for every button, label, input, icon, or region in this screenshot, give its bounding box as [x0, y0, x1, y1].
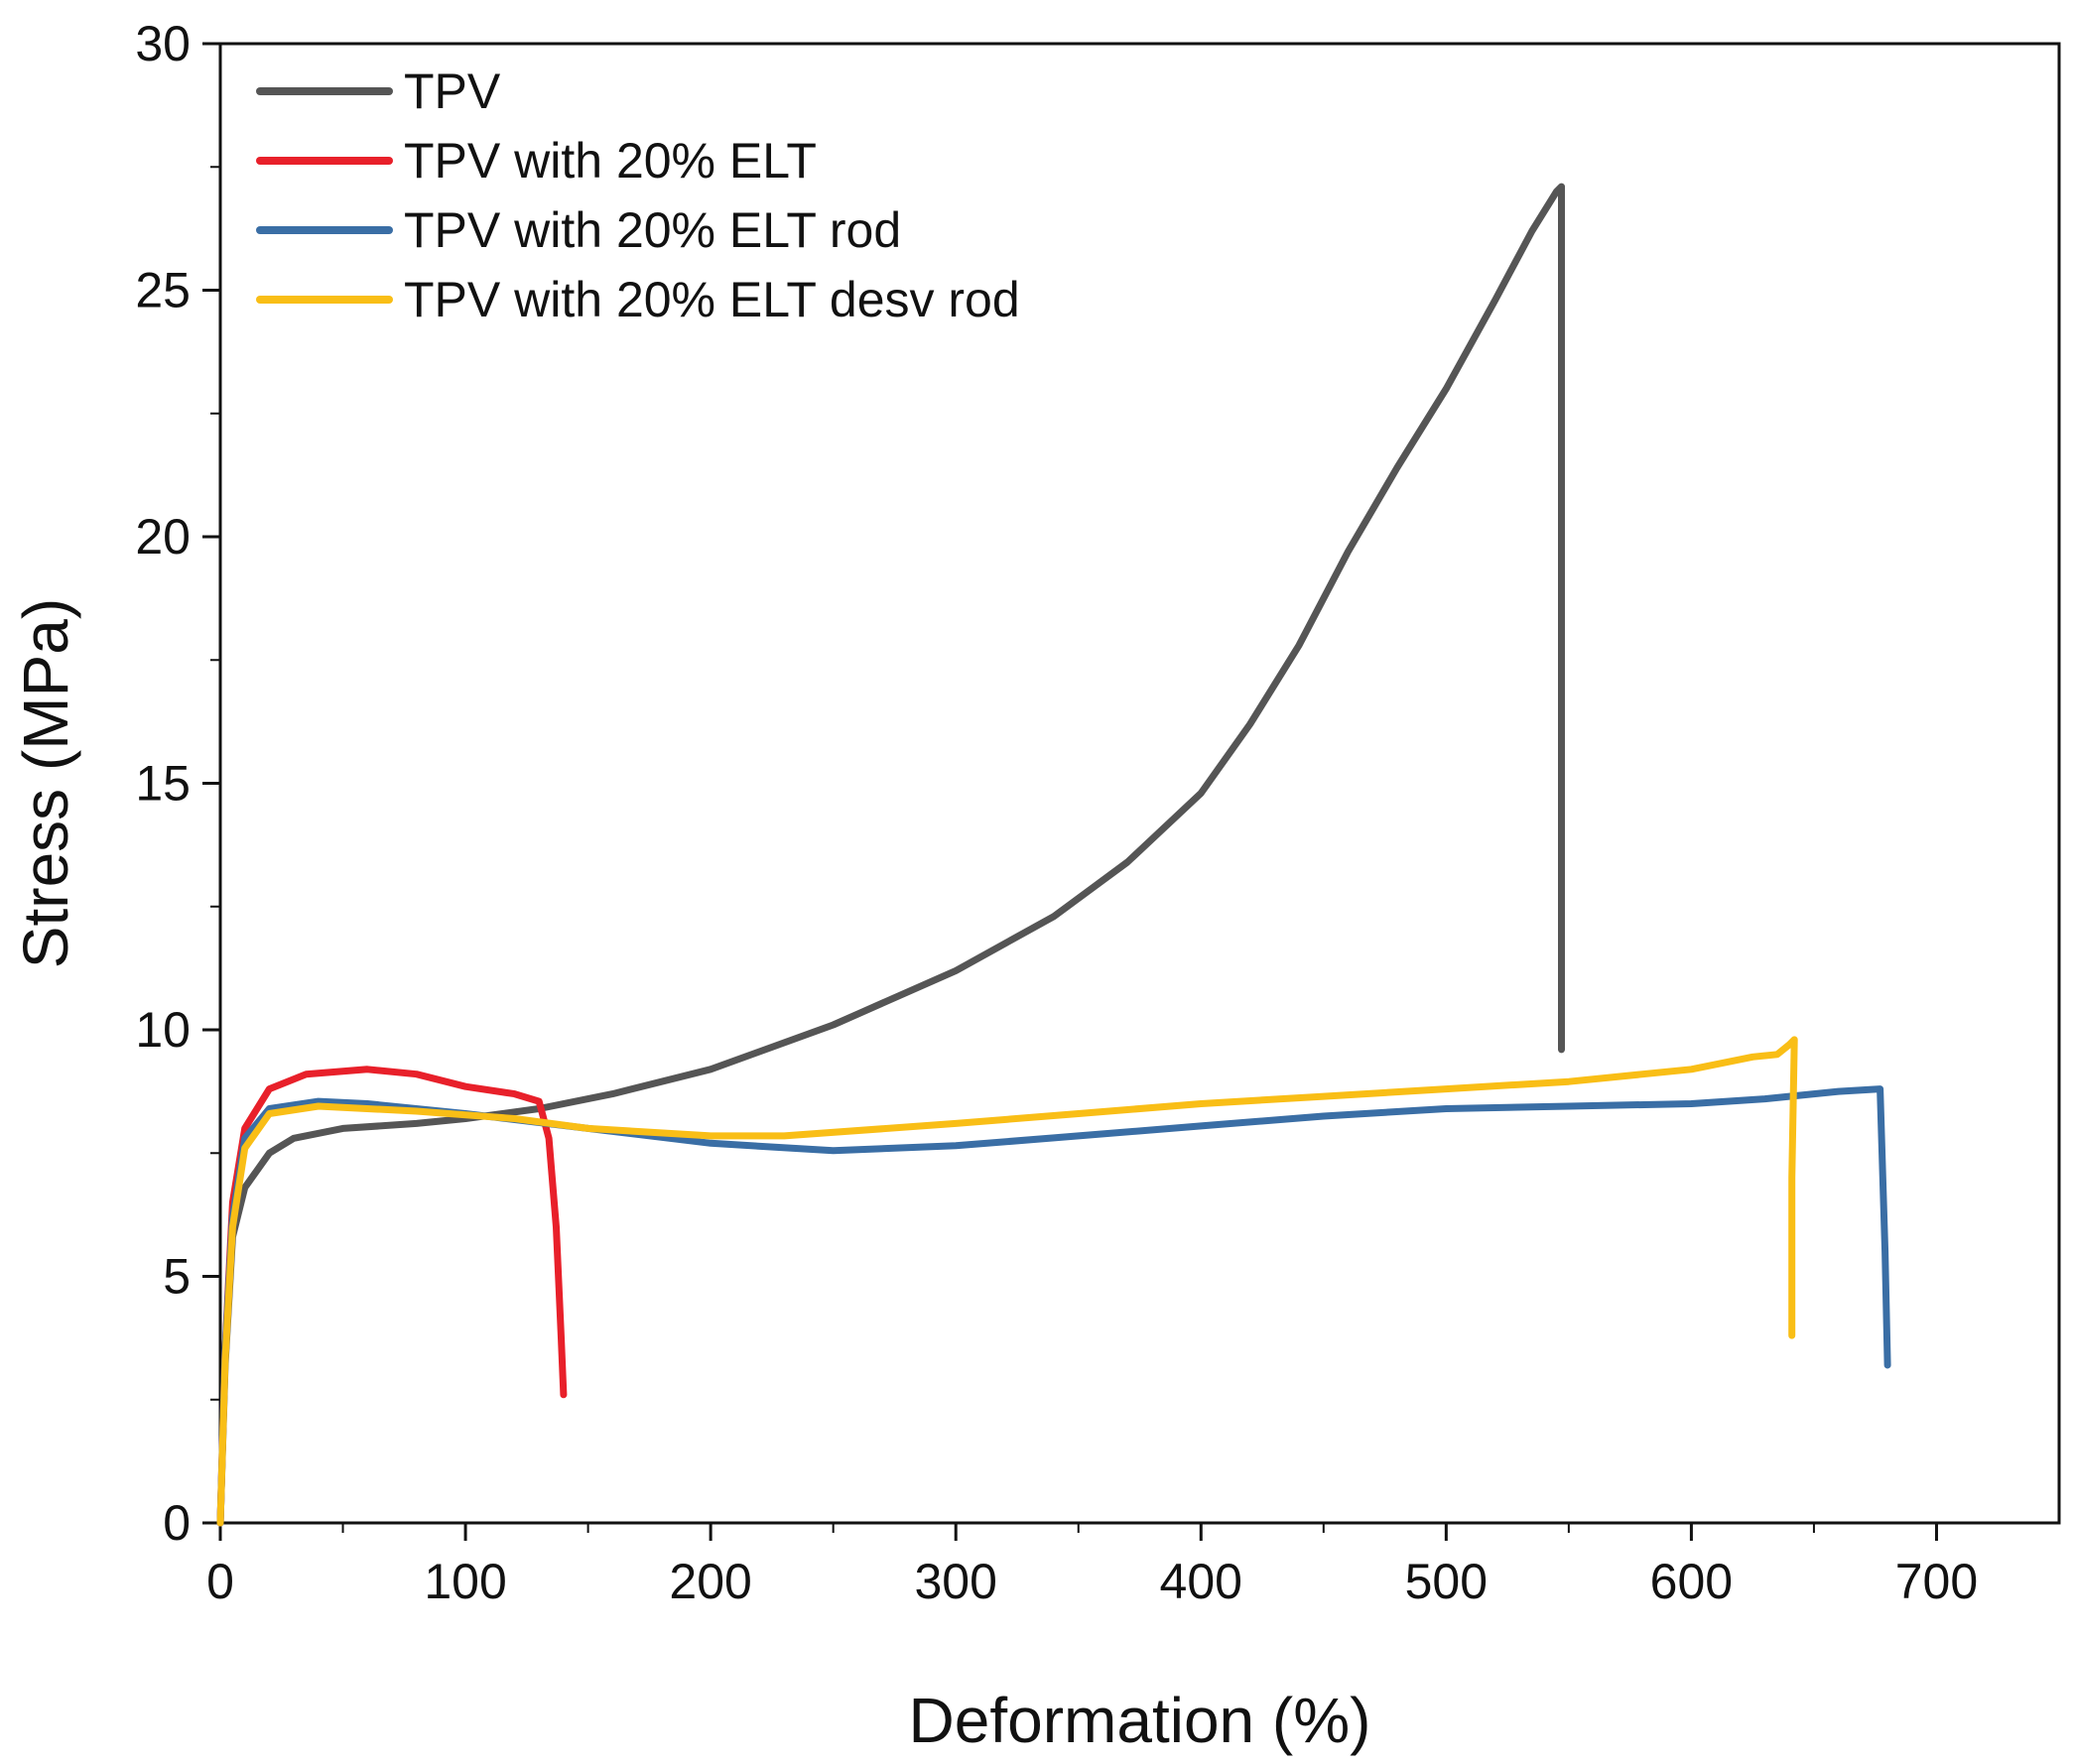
x-axis-ticks: 0 100 200 300 400 500 600 700	[206, 1523, 1978, 1609]
series-layer	[216, 183, 1891, 1527]
x-tick-label: 700	[1895, 1554, 1978, 1609]
y-tick-label: 30	[135, 16, 191, 71]
x-tick-label: 200	[669, 1554, 751, 1609]
series-line-1	[216, 183, 1565, 1527]
plot-frame	[218, 42, 2061, 1525]
y-tick-label: 5	[163, 1249, 191, 1305]
x-tick-label: 300	[914, 1554, 996, 1609]
x-axis-title: Deformation (%)	[909, 1685, 1371, 1756]
legend: TPV TPV with 20% ELT TPV with 20% ELT rod T…	[256, 63, 1020, 327]
series-line-4	[216, 1036, 1798, 1527]
x-tick-label: 400	[1160, 1554, 1242, 1609]
y-tick-label: 10	[135, 1002, 191, 1058]
legend-label: TPV with 20% ELT desv rod	[404, 272, 1020, 327]
legend-label: TPV with 20% ELT rod	[404, 202, 901, 258]
legend-label: TPV	[404, 63, 501, 119]
plot-border	[218, 42, 2061, 1525]
y-axis-title: Stress (MPa)	[10, 598, 81, 968]
y-tick-label: 15	[135, 756, 191, 812]
series-line-2	[216, 1066, 568, 1527]
y-tick-label: 0	[163, 1495, 191, 1551]
y-axis-ticks: 0 5 10 15 20 25 30	[135, 16, 220, 1551]
x-tick-label: 0	[206, 1554, 234, 1609]
legend-label: TPV with 20% ELT	[404, 133, 817, 189]
series-line-3	[216, 1085, 1891, 1527]
x-tick-label: 600	[1650, 1554, 1733, 1609]
y-tick-label: 20	[135, 509, 191, 565]
y-tick-label: 25	[135, 263, 191, 318]
x-tick-label: 100	[424, 1554, 506, 1609]
x-tick-label: 500	[1405, 1554, 1488, 1609]
